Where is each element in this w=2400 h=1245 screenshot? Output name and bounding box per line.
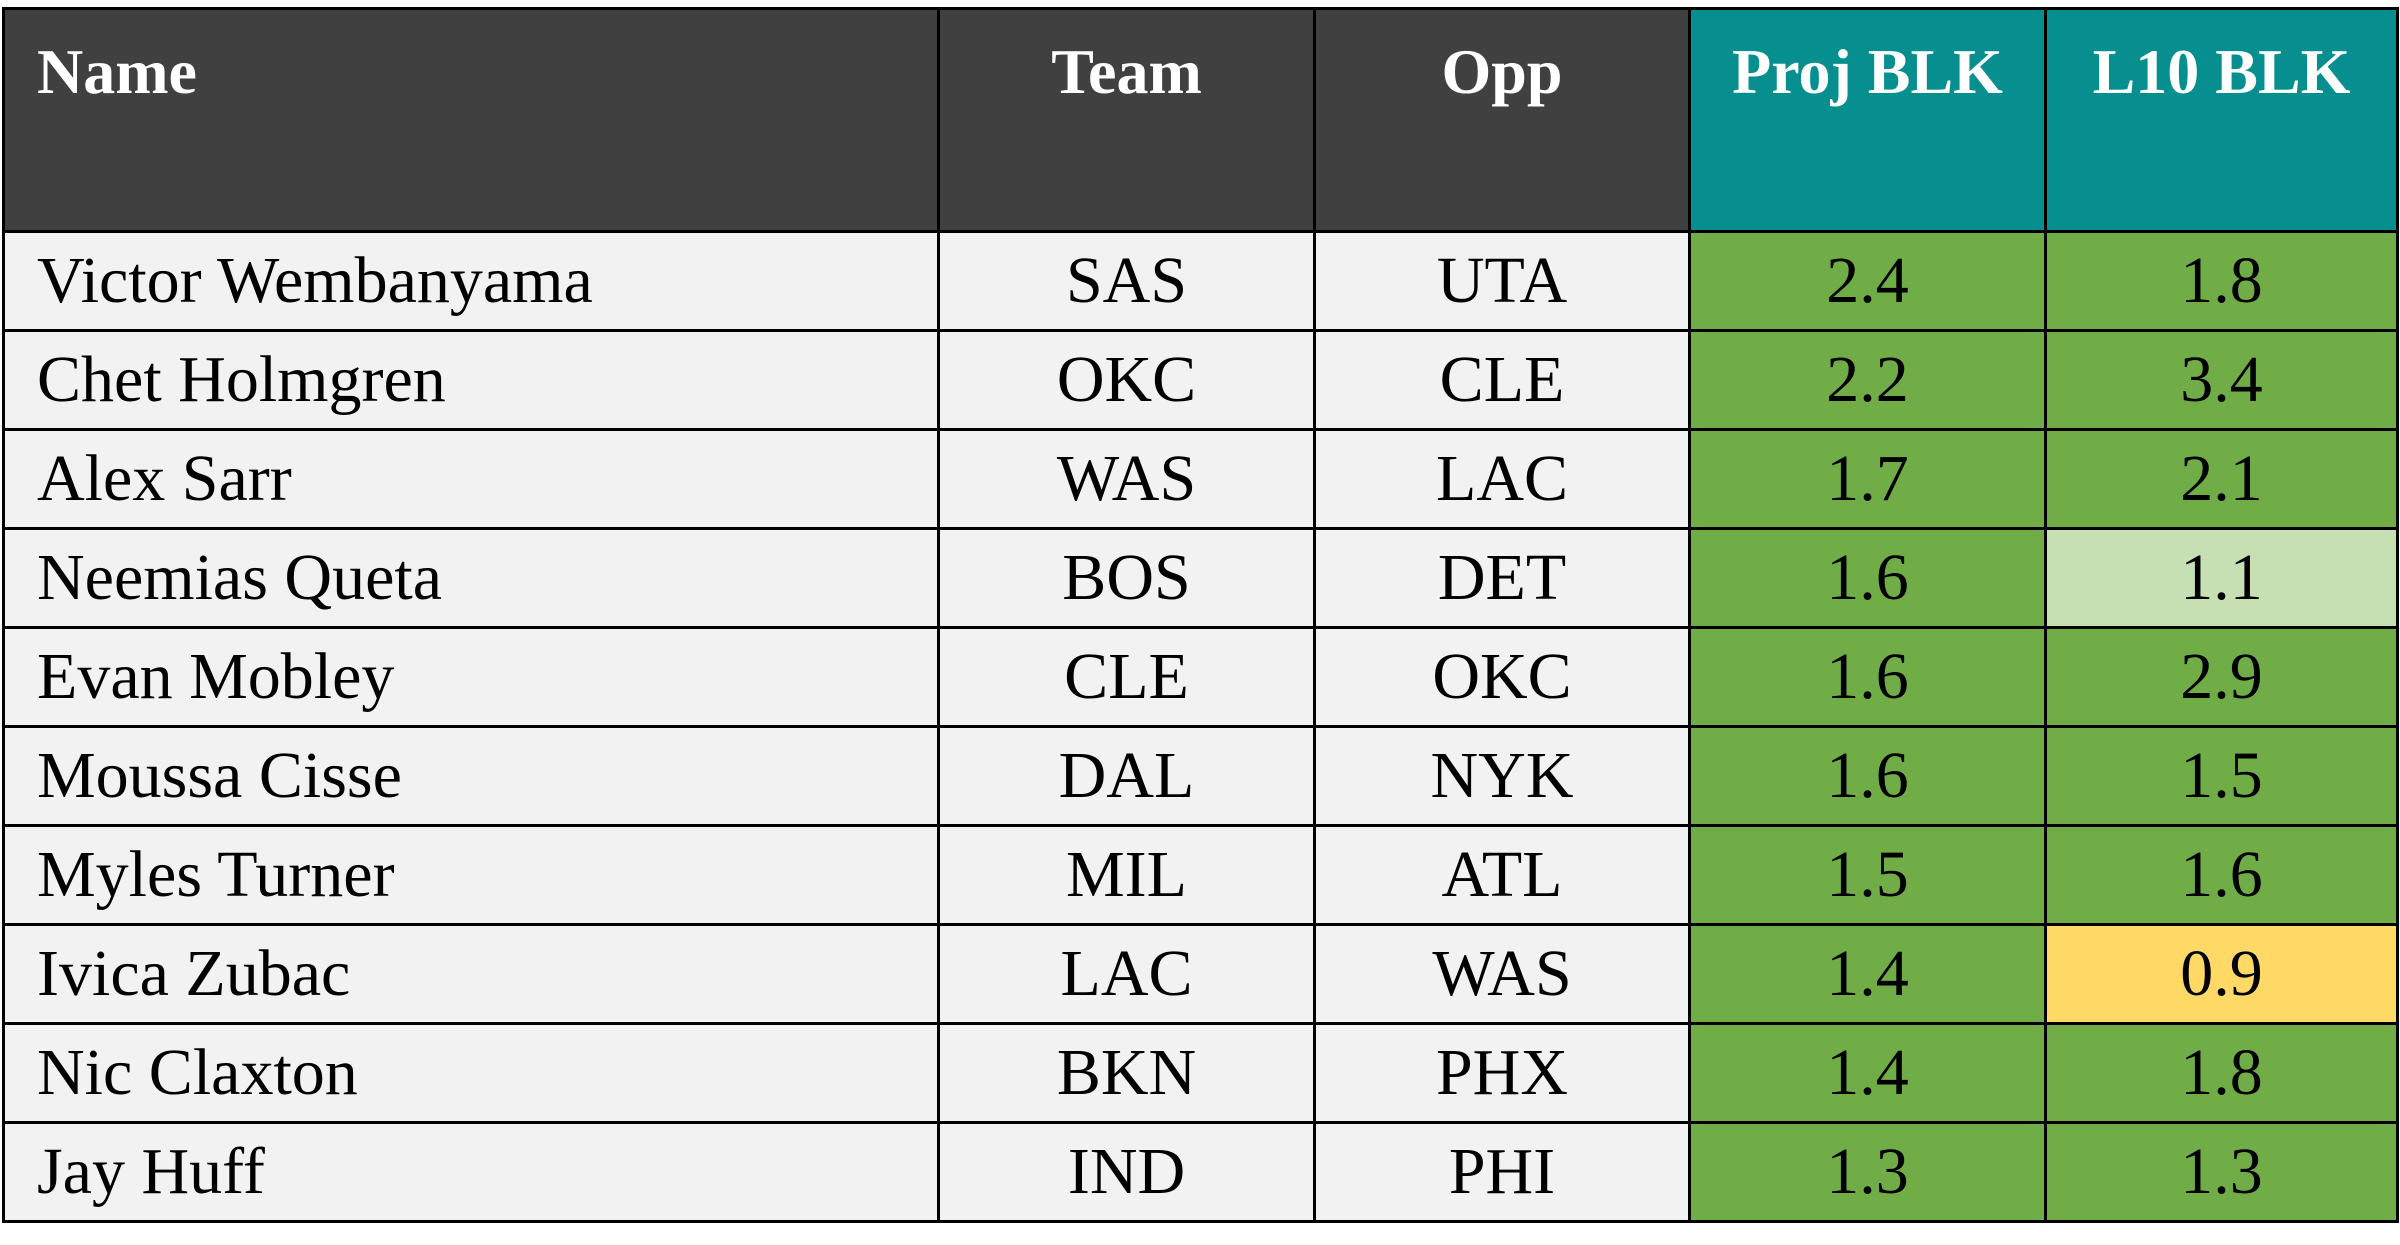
cell: PHI [1313,1121,1691,1223]
cell: DAL [937,725,1316,827]
table-row: Neemias Queta BOS DET 1.6 1.1 [2,527,2399,629]
table-row: Nic Claxton BKN PHX 1.4 1.8 [2,1022,2399,1124]
table-row: Jay Huff IND PHI 1.3 1.3 [2,1121,2399,1223]
cell: DET [1313,527,1691,629]
cell: NYK [1313,725,1691,827]
cell: 1.5 [2044,725,2399,827]
table-body: Victor Wembanyama SAS UTA 2.4 1.8 Chet Holmgr… [2,230,2399,1223]
table-row: Evan Mobley CLE OKC 1.6 2.9 [2,626,2399,728]
player-name: Evan Mobley [2,626,940,728]
table-row: Chet Holmgren OKC CLE 2.2 3.4 [2,329,2399,431]
cell: WAS [1313,923,1691,1025]
cell: MIL [937,824,1316,926]
player-name: Alex Sarr [2,428,940,530]
table-row: Victor Wembanyama SAS UTA 2.4 1.8 [2,230,2399,332]
cell: PHX [1313,1022,1691,1124]
cell: ATL [1313,824,1691,926]
header-cell: Name [2,7,940,233]
cell: 1.3 [2044,1121,2399,1223]
cell: 1.6 [1688,725,2047,827]
header-cell: Proj BLK [1688,7,2047,233]
player-name: Neemias Queta [2,527,940,629]
player-name: Moussa Cisse [2,725,940,827]
cell: 0.9 [2044,923,2399,1025]
cell: 1.6 [1688,527,2047,629]
cell: UTA [1313,230,1691,332]
cell: 1.3 [1688,1121,2047,1223]
header-cell: Team [937,7,1316,233]
cell: BOS [937,527,1316,629]
blocks-table: Name Team Opp Proj BLK L10 BLK Victor Wemban… [2,7,2399,1223]
cell: 2.1 [2044,428,2399,530]
table-row: Alex Sarr WAS LAC 1.7 2.1 [2,428,2399,530]
cell: 1.6 [1688,626,2047,728]
cell: 2.2 [1688,329,2047,431]
cell: 1.4 [1688,923,2047,1025]
table-row: Myles Turner MIL ATL 1.5 1.6 [2,824,2399,926]
cell: 1.8 [2044,1022,2399,1124]
player-name: Nic Claxton [2,1022,940,1124]
cell: 2.9 [2044,626,2399,728]
header-row: Name Team Opp Proj BLK L10 BLK [2,7,2399,233]
table-row: Moussa Cisse DAL NYK 1.6 1.5 [2,725,2399,827]
cell: IND [937,1121,1316,1223]
cell: WAS [937,428,1316,530]
cell: 1.8 [2044,230,2399,332]
header-cell: Opp [1313,7,1691,233]
cell: 1.4 [1688,1022,2047,1124]
player-name: Victor Wembanyama [2,230,940,332]
header-cell: L10 BLK [2044,7,2399,233]
cell: BKN [937,1022,1316,1124]
cell: 1.7 [1688,428,2047,530]
player-name: Myles Turner [2,824,940,926]
table-row: Ivica Zubac LAC WAS 1.4 0.9 [2,923,2399,1025]
cell: OKC [937,329,1316,431]
cell: 1.6 [2044,824,2399,926]
player-name: Chet Holmgren [2,329,940,431]
cell: CLE [1313,329,1691,431]
cell: OKC [1313,626,1691,728]
cell: 1.5 [1688,824,2047,926]
player-name: Jay Huff [2,1121,940,1223]
cell: 1.1 [2044,527,2399,629]
cell: LAC [1313,428,1691,530]
cell: LAC [937,923,1316,1025]
cell: CLE [937,626,1316,728]
cell: SAS [937,230,1316,332]
cell: 2.4 [1688,230,2047,332]
player-name: Ivica Zubac [2,923,940,1025]
cell: 3.4 [2044,329,2399,431]
